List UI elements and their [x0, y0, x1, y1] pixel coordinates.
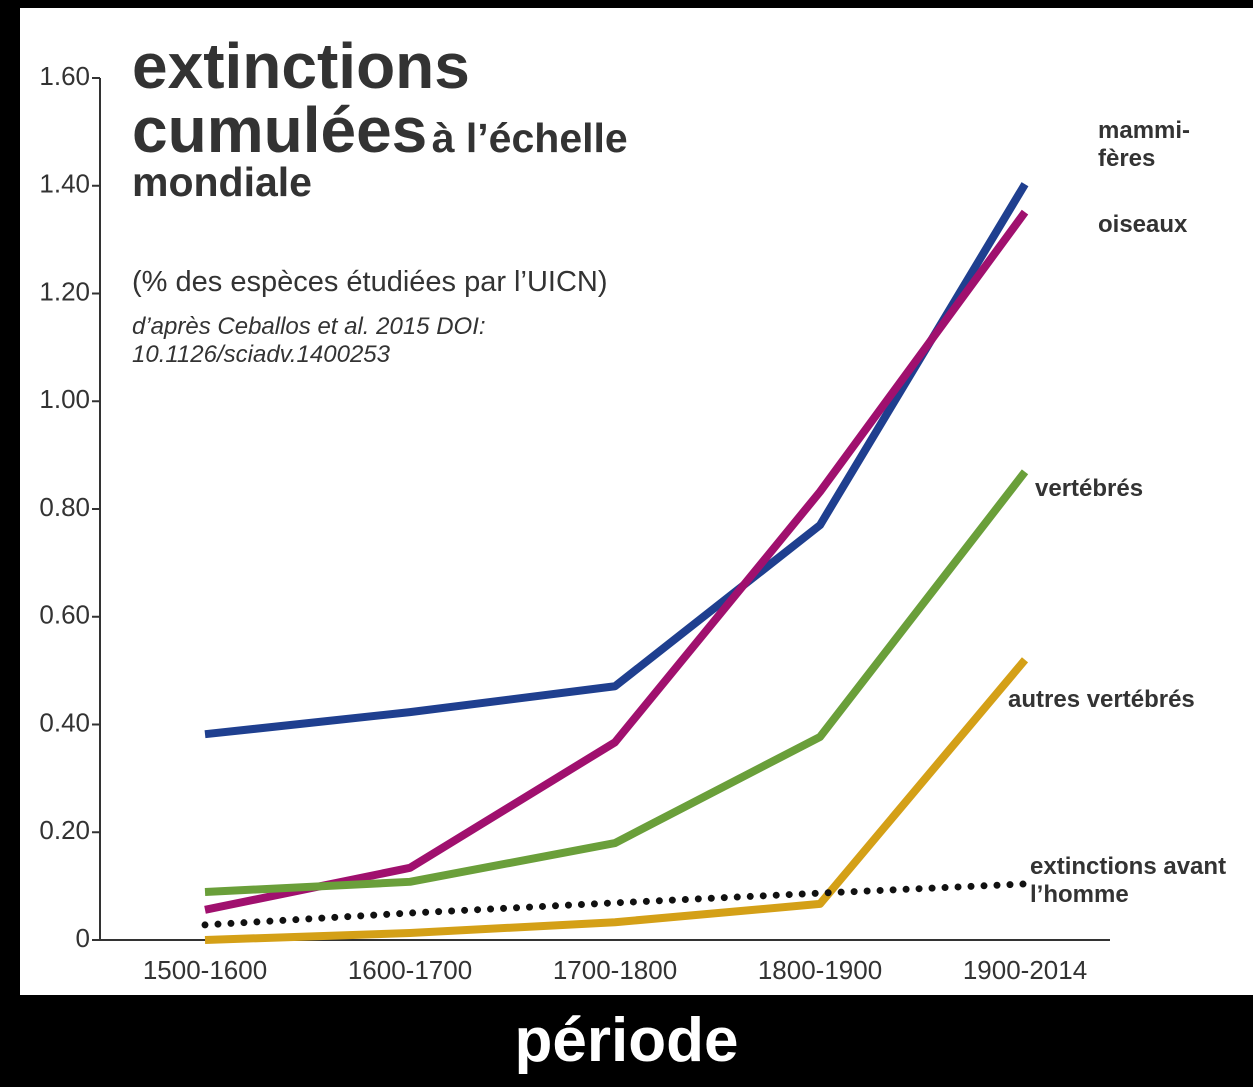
x-tick-label: 1500-1600	[143, 955, 267, 985]
series-label: mammi-fères	[1098, 117, 1191, 172]
title-rest: à l’échelle mondiale	[132, 115, 628, 205]
y-tick-label: 1.60	[39, 61, 90, 91]
series-label: oiseaux	[1098, 211, 1188, 238]
series-line	[204, 469, 1029, 897]
y-tick-label: 1.40	[39, 169, 90, 199]
x-tick-label: 1700-1800	[553, 955, 677, 985]
y-tick-label: 1.20	[39, 276, 90, 306]
x-axis-label: période	[514, 1006, 739, 1075]
y-tick-label: 0.40	[39, 707, 90, 737]
chart-title: extinctions cumulées à l’échelle mondial…	[132, 34, 772, 203]
y-tick-label: 0.80	[39, 492, 90, 522]
x-tick-label: 1600-1700	[348, 955, 472, 985]
series-label: vertébrés	[1035, 475, 1144, 502]
y-tick-label: 0.60	[39, 600, 90, 630]
x-tick-label: 1900-2014	[963, 955, 1087, 985]
series-line	[204, 182, 1029, 739]
subtitle: (% des espèces étudiées par l’UICN)	[132, 266, 608, 298]
y-tick-label: 1.00	[39, 384, 90, 414]
source: d’après Ceballos et al. 2015 DOI: 10.112…	[132, 313, 486, 368]
series-line	[204, 657, 1029, 944]
y-tick-label: 0.20	[39, 815, 90, 845]
x-tick-label: 1800-1900	[758, 955, 882, 985]
series-label: extinctions avant l’homme	[1030, 853, 1227, 908]
series-label: autres vertébrés	[1008, 686, 1195, 713]
y-tick-label: 0	[76, 923, 90, 953]
title-main: extinctions cumulées	[132, 30, 470, 166]
